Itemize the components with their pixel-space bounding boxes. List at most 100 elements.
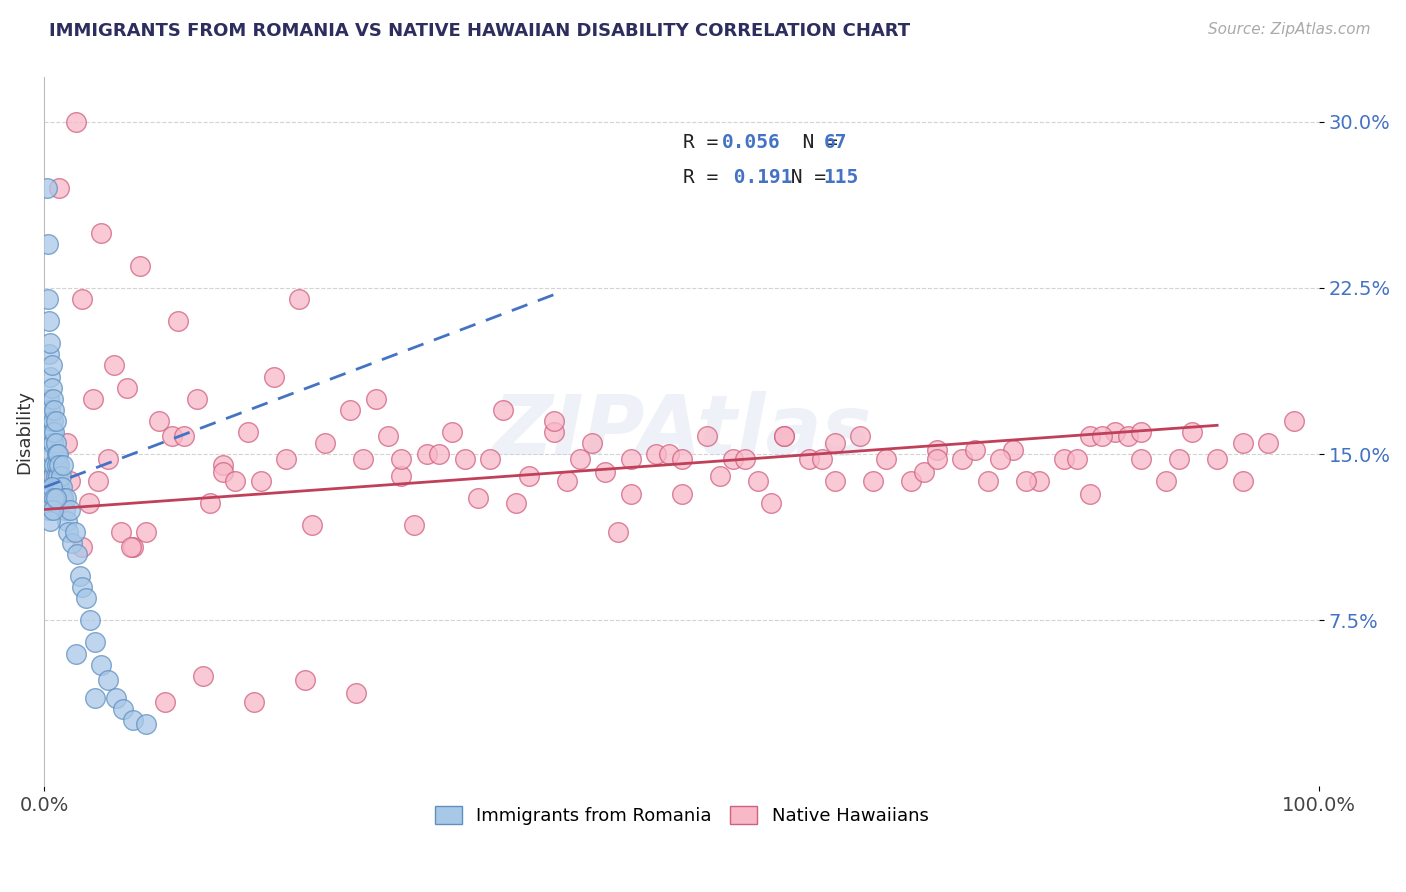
Point (1232, 474, 1254, 488)
Point (135, 717, 157, 731)
Point (135, 524, 157, 539)
Point (925, 442, 948, 457)
Point (875, 451, 897, 466)
Point (52, 491, 75, 506)
Point (294, 673, 316, 687)
Point (45, 480, 67, 494)
Point (925, 451, 948, 466)
Point (505, 496, 527, 510)
Legend: Immigrants from Romania, Native Hawaiians: Immigrants from Romania, Native Hawaiian… (426, 797, 938, 834)
Point (84, 690, 107, 705)
Point (39, 402, 62, 417)
Point (1129, 425, 1152, 439)
Point (38, 314, 60, 328)
Point (1257, 436, 1279, 450)
Point (1232, 436, 1254, 450)
Point (120, 540, 142, 554)
Text: N =: N = (779, 133, 849, 152)
Text: N =: N = (779, 168, 838, 187)
Point (415, 447, 437, 461)
Point (517, 469, 540, 483)
Point (160, 429, 183, 443)
Point (620, 451, 643, 466)
Point (849, 429, 872, 443)
Point (59, 502, 82, 516)
Point (211, 458, 233, 473)
Point (243, 695, 266, 709)
Point (671, 487, 693, 501)
Point (734, 451, 756, 466)
Point (759, 496, 782, 510)
Point (1116, 429, 1139, 443)
Point (193, 669, 215, 683)
Point (58, 524, 80, 539)
Point (44, 469, 66, 483)
Point (37, 292, 59, 306)
Point (824, 474, 846, 488)
Point (38, 502, 60, 516)
Point (42, 469, 65, 483)
Point (950, 451, 973, 466)
Point (250, 474, 273, 488)
Point (288, 292, 311, 306)
Point (824, 436, 846, 450)
Point (1206, 451, 1229, 466)
Point (69, 569, 91, 583)
Point (104, 690, 127, 705)
Point (862, 474, 884, 488)
Point (122, 540, 145, 554)
Point (963, 442, 986, 457)
Point (555, 474, 578, 488)
Point (1078, 429, 1101, 443)
Point (90, 657, 112, 672)
Point (467, 491, 489, 506)
Point (912, 465, 935, 479)
Point (97, 673, 120, 687)
Point (45, 469, 67, 483)
Point (42, 436, 65, 450)
Point (479, 451, 502, 466)
Point (41, 458, 63, 473)
Point (72, 540, 94, 554)
Point (645, 447, 668, 461)
Point (45, 447, 67, 461)
Point (72, 292, 94, 306)
Point (797, 451, 820, 466)
Point (52, 491, 75, 506)
Point (900, 474, 922, 488)
Text: ZIPAtlas: ZIPAtlas (492, 392, 872, 473)
Point (97, 451, 120, 466)
Point (186, 392, 208, 406)
Point (427, 447, 450, 461)
Point (39, 336, 62, 351)
Point (39, 436, 62, 450)
Point (167, 314, 190, 328)
Point (38, 392, 60, 406)
Point (75, 591, 97, 606)
Point (41, 447, 63, 461)
Point (352, 451, 374, 466)
Text: R =: R = (683, 133, 730, 152)
Point (747, 474, 769, 488)
Point (1154, 474, 1177, 488)
Point (236, 425, 259, 439)
Point (389, 469, 412, 483)
Point (492, 402, 515, 417)
Point (66, 547, 89, 561)
Point (276, 451, 298, 466)
Text: R =: R = (683, 168, 730, 187)
Point (39, 369, 62, 384)
Point (53, 502, 76, 516)
Point (59, 474, 82, 488)
Point (77, 496, 100, 510)
Point (41, 425, 63, 439)
Text: 115: 115 (824, 168, 859, 187)
Point (721, 451, 744, 466)
Point (389, 451, 412, 466)
Point (63, 524, 86, 539)
Point (65, 114, 87, 128)
Point (46, 469, 69, 483)
Text: Source: ZipAtlas.com: Source: ZipAtlas.com (1208, 22, 1371, 37)
Point (79, 613, 101, 627)
Point (709, 469, 731, 483)
